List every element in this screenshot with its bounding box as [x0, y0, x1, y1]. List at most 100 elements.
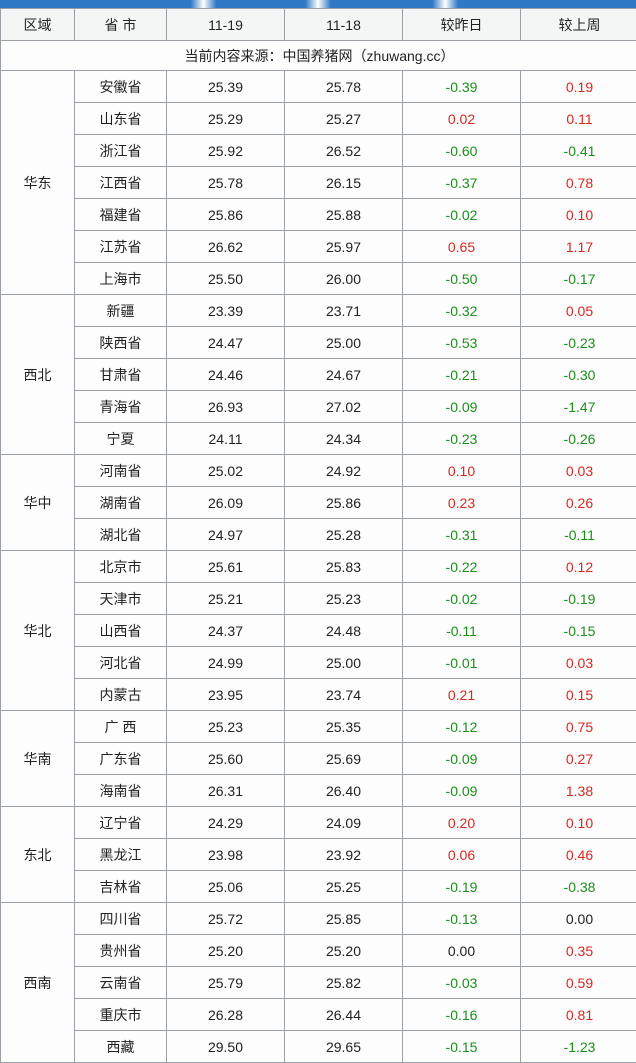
delta-week: -1.47 — [521, 391, 636, 423]
province-cell: 河南省 — [75, 455, 167, 487]
delta-day: -0.09 — [403, 391, 521, 423]
delta-day: 0.10 — [403, 455, 521, 487]
value-11-18: 23.74 — [285, 679, 403, 711]
delta-week: -0.19 — [521, 583, 636, 615]
table-row: 浙江省25.9226.52-0.60-0.41 — [1, 135, 636, 167]
delta-week: 0.15 — [521, 679, 636, 711]
province-cell: 陕西省 — [75, 327, 167, 359]
province-cell: 贵州省 — [75, 935, 167, 967]
province-cell: 福建省 — [75, 199, 167, 231]
region-cell: 华中 — [1, 455, 75, 551]
delta-day: -0.39 — [403, 71, 521, 103]
province-cell: 湖南省 — [75, 487, 167, 519]
value-11-19: 25.78 — [167, 167, 285, 199]
province-cell: 青海省 — [75, 391, 167, 423]
table-row: 西北新疆23.3923.71-0.320.05 — [1, 295, 636, 327]
delta-week: -0.17 — [521, 263, 636, 295]
province-cell: 江苏省 — [75, 231, 167, 263]
delta-week: 0.46 — [521, 839, 636, 871]
delta-week: 0.78 — [521, 167, 636, 199]
delta-week: 0.05 — [521, 295, 636, 327]
delta-week: 0.03 — [521, 647, 636, 679]
value-11-18: 25.85 — [285, 903, 403, 935]
value-11-19: 23.98 — [167, 839, 285, 871]
table-row: 陕西省24.4725.00-0.53-0.23 — [1, 327, 636, 359]
table-row: 华南广 西25.2325.35-0.120.75 — [1, 711, 636, 743]
delta-day: -0.09 — [403, 775, 521, 807]
delta-day: 0.00 — [403, 935, 521, 967]
table-row: 广东省25.6025.69-0.090.27 — [1, 743, 636, 775]
value-11-19: 29.50 — [167, 1031, 285, 1063]
col-header-3: 11-18 — [285, 9, 403, 41]
delta-day: -0.15 — [403, 1031, 521, 1063]
value-11-19: 25.72 — [167, 903, 285, 935]
delta-day: 0.23 — [403, 487, 521, 519]
delta-week: 1.17 — [521, 231, 636, 263]
table-row: 甘肃省24.4624.67-0.21-0.30 — [1, 359, 636, 391]
table-row: 西藏29.5029.65-0.15-1.23 — [1, 1031, 636, 1063]
value-11-19: 24.29 — [167, 807, 285, 839]
delta-day: 0.02 — [403, 103, 521, 135]
value-11-18: 27.02 — [285, 391, 403, 423]
delta-day: -0.13 — [403, 903, 521, 935]
province-cell: 辽宁省 — [75, 807, 167, 839]
table-row: 华中河南省25.0224.920.100.03 — [1, 455, 636, 487]
region-cell: 华东 — [1, 71, 75, 295]
value-11-19: 26.09 — [167, 487, 285, 519]
value-11-18: 24.67 — [285, 359, 403, 391]
table-row: 贵州省25.2025.200.000.35 — [1, 935, 636, 967]
value-11-19: 25.23 — [167, 711, 285, 743]
value-11-19: 25.39 — [167, 71, 285, 103]
province-cell: 黑龙江 — [75, 839, 167, 871]
value-11-19: 25.92 — [167, 135, 285, 167]
table-row: 福建省25.8625.88-0.020.10 — [1, 199, 636, 231]
value-11-19: 26.28 — [167, 999, 285, 1031]
delta-day: -0.19 — [403, 871, 521, 903]
province-cell: 山西省 — [75, 615, 167, 647]
value-11-19: 25.61 — [167, 551, 285, 583]
delta-day: 0.65 — [403, 231, 521, 263]
province-cell: 安徽省 — [75, 71, 167, 103]
value-11-19: 23.39 — [167, 295, 285, 327]
delta-day: -0.32 — [403, 295, 521, 327]
value-11-19: 25.29 — [167, 103, 285, 135]
delta-day: 0.06 — [403, 839, 521, 871]
delta-week: 0.81 — [521, 999, 636, 1031]
col-header-0: 区域 — [1, 9, 75, 41]
table-row: 青海省26.9327.02-0.09-1.47 — [1, 391, 636, 423]
value-11-18: 25.88 — [285, 199, 403, 231]
delta-week: 0.35 — [521, 935, 636, 967]
province-cell: 山东省 — [75, 103, 167, 135]
delta-week: 1.38 — [521, 775, 636, 807]
delta-day: -0.02 — [403, 199, 521, 231]
table-row: 湖北省24.9725.28-0.31-0.11 — [1, 519, 636, 551]
table-row: 吉林省25.0625.25-0.19-0.38 — [1, 871, 636, 903]
delta-day: -0.31 — [403, 519, 521, 551]
table-header: 区域省 市11-1911-18较昨日较上周 — [1, 9, 636, 41]
delta-week: 0.27 — [521, 743, 636, 775]
province-cell: 浙江省 — [75, 135, 167, 167]
delta-week: 0.19 — [521, 71, 636, 103]
value-11-19: 24.37 — [167, 615, 285, 647]
value-11-18: 25.83 — [285, 551, 403, 583]
value-11-18: 25.28 — [285, 519, 403, 551]
delta-week: 0.00 — [521, 903, 636, 935]
province-cell: 重庆市 — [75, 999, 167, 1031]
delta-week: 0.26 — [521, 487, 636, 519]
table-row: 华北北京市25.6125.83-0.220.12 — [1, 551, 636, 583]
value-11-19: 25.86 — [167, 199, 285, 231]
value-11-18: 26.40 — [285, 775, 403, 807]
table-row: 宁夏24.1124.34-0.23-0.26 — [1, 423, 636, 455]
value-11-19: 24.99 — [167, 647, 285, 679]
delta-week: -0.11 — [521, 519, 636, 551]
value-11-18: 25.20 — [285, 935, 403, 967]
value-11-19: 24.46 — [167, 359, 285, 391]
value-11-18: 23.71 — [285, 295, 403, 327]
province-cell: 湖北省 — [75, 519, 167, 551]
province-cell: 内蒙古 — [75, 679, 167, 711]
delta-week: -1.23 — [521, 1031, 636, 1063]
delta-day: -0.53 — [403, 327, 521, 359]
delta-day: -0.50 — [403, 263, 521, 295]
delta-week: 0.59 — [521, 967, 636, 999]
value-11-18: 24.09 — [285, 807, 403, 839]
